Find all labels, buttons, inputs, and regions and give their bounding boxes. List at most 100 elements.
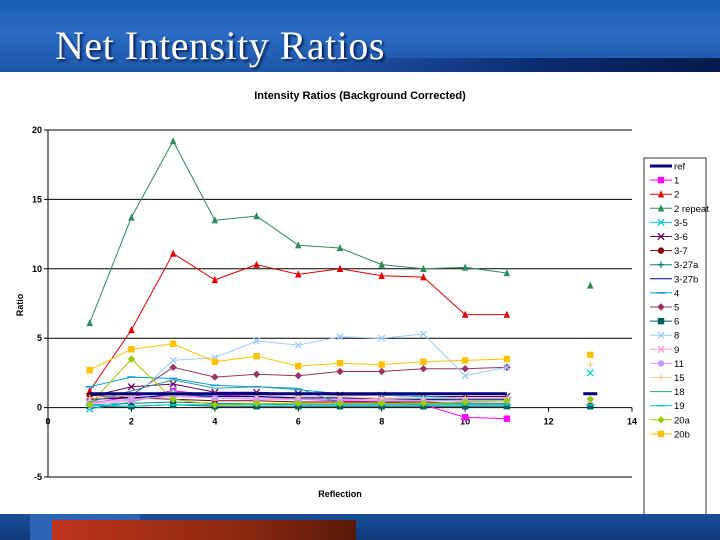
legend-label: 3-27b [674,274,698,285]
data-point [378,399,386,408]
legend-entry: 3-6 [650,232,688,243]
data-point [657,416,665,424]
legend-entry: 2 [650,190,679,201]
data-point [86,366,93,374]
data-point [503,363,511,372]
data-point [336,399,344,408]
legend-label: 18 [674,387,685,398]
legend-entry: 5 [650,303,679,314]
data-point [503,415,511,422]
y-tick-label: 10 [32,264,42,274]
data-point [657,430,665,438]
data-point [378,271,385,279]
data-point [169,395,177,403]
data-point [128,325,135,334]
data-point [419,365,428,373]
gridlines [48,129,632,478]
data-point [461,398,469,406]
footer-accent-bar [52,520,356,540]
data-point [657,176,665,184]
data-point [587,403,594,410]
data-point [587,361,594,368]
data-point [211,401,219,409]
legend-label: 3-27a [674,260,699,271]
data-point [503,310,511,318]
data-point [169,137,177,145]
data-point [169,249,177,257]
legend-entry: 18 [650,387,685,398]
data-point [587,281,594,289]
x-axis-label: Reflection [318,489,362,499]
data-point [211,216,219,224]
series-2-repeat [86,137,594,327]
x-tick-label: 6 [296,417,301,427]
legend-entry: 3-27b [650,274,698,285]
legend-entry: 20b [650,429,690,440]
data-point [420,273,427,281]
data-point [657,261,665,268]
data-point [461,372,469,380]
x-tick-label: 10 [460,417,470,427]
data-point [336,243,344,252]
x-tick-label: 8 [379,417,384,427]
data-point [503,268,511,277]
data-point [127,355,136,363]
data-point [294,341,302,349]
data-point [419,399,428,408]
data-point [252,399,261,408]
data-point [420,358,427,365]
data-point [657,204,665,212]
data-point [503,396,511,405]
series-layer [85,137,598,422]
data-point [378,334,386,342]
legend-label: 15 [674,373,685,384]
legend-label: ref [674,162,685,173]
data-point [420,264,427,272]
data-point [86,394,93,402]
data-point [503,355,511,363]
data-point [128,213,135,221]
data-point [169,380,177,388]
data-point [211,373,219,381]
data-point [336,367,344,376]
data-point [295,270,302,278]
data-point [657,247,665,254]
series-2 [86,249,511,395]
data-point [253,260,260,268]
title-band-stripe [300,58,720,72]
legend-entry: 19 [650,401,685,412]
x-tick-label: 12 [544,417,554,427]
legend-label: 5 [674,303,679,314]
y-tick-label: 5 [37,333,42,343]
data-point [657,360,665,367]
chart-title: Intensity Ratios (Background Corrected) [254,90,466,102]
x-tick-label: 0 [45,417,50,427]
data-point [253,212,260,220]
axes: -5 0 5 10 15 20 0 2 4 6 8 10 12 14 [32,125,637,482]
data-point [378,260,385,268]
legend-entry: 3-7 [650,246,688,257]
x-tick-label: 14 [627,417,637,427]
data-point [657,345,665,353]
series-20b [86,340,594,374]
data-point [461,357,469,364]
x-tick-label: 4 [212,417,217,427]
data-point [461,403,469,410]
slide-title: Net Intensity Ratios [55,23,385,68]
data-point [378,361,385,368]
data-point [128,396,135,403]
legend-entry: 3-5 [650,218,688,229]
legend-label: 3-7 [674,246,688,257]
data-point [252,370,261,378]
data-point [86,318,93,327]
legend-label: 4 [674,288,679,299]
x-tick-label: 2 [129,417,134,427]
legend-entry: 3-27a [650,260,699,271]
data-point [253,396,260,403]
data-point [657,317,665,325]
legend-entry: 20a [650,415,691,426]
legend-label: 3-5 [674,218,688,229]
legend-entry: 15 [650,373,685,384]
data-point [657,190,665,198]
data-point [657,232,665,241]
